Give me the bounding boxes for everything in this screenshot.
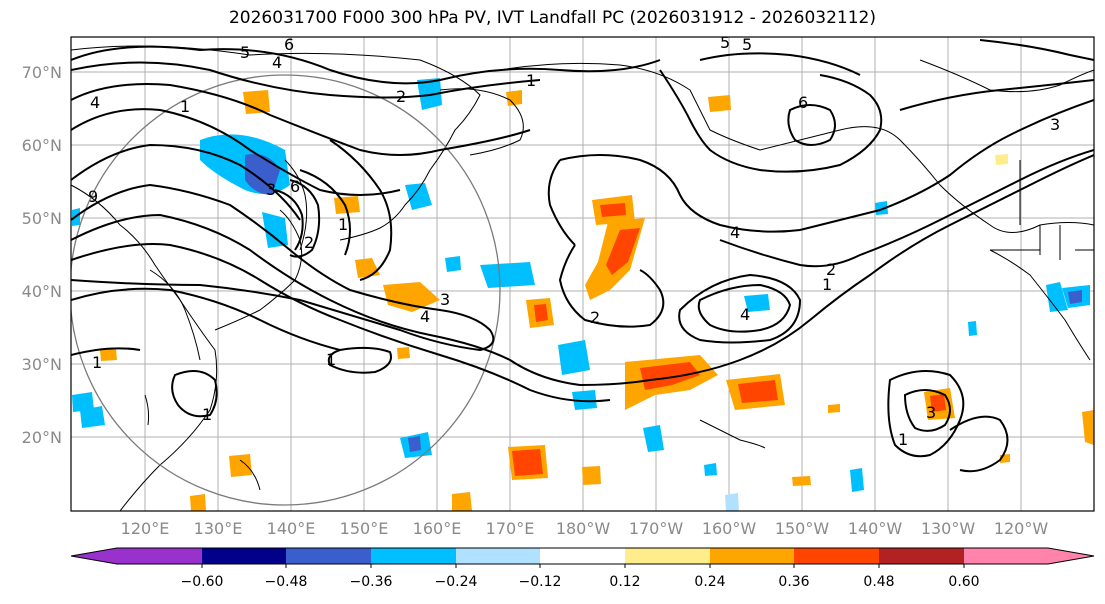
colorbar-tick-label: 0.24	[694, 574, 725, 590]
contour-label: 6	[798, 93, 808, 112]
contour-label: 2	[826, 260, 836, 279]
lon-label: 130°E	[194, 519, 243, 538]
colorbar-segment	[371, 548, 456, 564]
contour-label: 4	[740, 305, 750, 324]
colorbar-segment	[964, 548, 1048, 564]
colorbar-extend-low	[71, 548, 117, 564]
colorbar-segment	[879, 548, 964, 564]
lon-label: 160°W	[702, 519, 757, 538]
map-title: 2026031700 F000 300 hPa PV, IVT Landfall…	[228, 8, 876, 28]
colorbar-tick-label: 0.48	[863, 574, 894, 590]
map-area: 5 6 4 4 1 2 1 1 9 6 3 2 1 4 3 2 4 4 1 2 …	[71, 33, 1094, 511]
contour-label: 5	[742, 35, 752, 54]
lon-label: 120°E	[121, 519, 170, 538]
lon-label: 170°E	[486, 519, 535, 538]
colorbar-segment	[202, 548, 286, 564]
contour-label: 5	[240, 43, 250, 62]
longitude-labels: 120°E 130°E 140°E 150°E 160°E 170°E 180°…	[121, 519, 1049, 538]
contour-label: 6	[290, 177, 300, 196]
colorbar-tick-label: −0.24	[435, 574, 478, 590]
contour-label: 3	[440, 290, 450, 309]
contour-label: 1	[822, 275, 832, 294]
lon-label: 160°E	[413, 519, 462, 538]
latitude-labels: 70°N 60°N 50°N 40°N 30°N 20°N	[22, 63, 62, 447]
contour-label: 3	[1050, 115, 1060, 134]
lon-label: 180°W	[556, 519, 611, 538]
colorbar-tick-label: −0.48	[265, 574, 308, 590]
lat-label: 30°N	[22, 355, 62, 374]
contour-label: 1	[326, 350, 336, 369]
lon-label: 150°W	[775, 519, 830, 538]
contour-label: 4	[272, 53, 282, 72]
lat-label: 70°N	[22, 63, 62, 82]
contour-label: 2	[590, 308, 600, 327]
lat-label: 20°N	[22, 428, 62, 447]
colorbar-tick-label: −0.36	[350, 574, 393, 590]
contour-label: 4	[730, 223, 740, 242]
ivt-contours	[71, 39, 1094, 473]
colorbar-segment	[286, 548, 371, 564]
lon-label: 150°E	[340, 519, 389, 538]
contour-label: 9	[88, 187, 98, 206]
colorbar-extend-high	[1048, 548, 1094, 564]
colorbar-segment	[540, 548, 625, 564]
colorbar-segment	[794, 548, 879, 564]
contour-labels: 5 6 4 4 1 2 1 1 9 6 3 2 1 4 3 2 4 4 1 2 …	[88, 33, 1060, 449]
colorbar-tick-label: −0.60	[181, 574, 224, 590]
lon-label: 140°E	[267, 519, 316, 538]
contour-label: 3	[926, 403, 936, 422]
contour-label: 6	[284, 35, 294, 54]
contour-label: 2	[304, 233, 314, 252]
landfall-region-circle	[71, 74, 501, 506]
lon-label: 170°W	[629, 519, 684, 538]
contour-label: 5	[720, 33, 730, 52]
contour-label: 4	[90, 93, 100, 112]
pv-anomaly-fills	[72, 78, 1094, 511]
contour-label: 4	[420, 307, 430, 326]
colorbar-segment	[625, 548, 710, 564]
colorbar-tick-label: 0.60	[948, 574, 979, 590]
lon-label: 140°W	[848, 519, 903, 538]
lon-label: 130°W	[921, 519, 976, 538]
colorbar-tick-label: 0.12	[609, 574, 640, 590]
lat-label: 60°N	[22, 136, 62, 155]
colorbar: −0.60 −0.48 −0.36 −0.24 −0.12 0.12 0.24 …	[70, 547, 1095, 590]
lat-label: 50°N	[22, 209, 62, 228]
lon-label: 120°W	[994, 519, 1049, 538]
contour-label: 1	[202, 405, 212, 424]
contour-label: 2	[396, 87, 406, 106]
contour-label: 1	[526, 71, 536, 90]
map-frame	[70, 36, 1095, 512]
coastlines	[71, 45, 1094, 511]
colorbar-segment	[710, 548, 794, 564]
colorbar-tick-label: 0.36	[778, 574, 809, 590]
colorbar-tick-label: −0.12	[519, 574, 562, 590]
contour-label: 3	[266, 180, 276, 199]
colorbar-segment	[117, 548, 202, 564]
contour-label: 1	[180, 97, 190, 116]
contour-label: 1	[92, 353, 102, 372]
contour-label: 1	[898, 430, 908, 449]
contour-label: 1	[338, 215, 348, 234]
lat-label: 40°N	[22, 282, 62, 301]
colorbar-segment	[456, 548, 540, 564]
